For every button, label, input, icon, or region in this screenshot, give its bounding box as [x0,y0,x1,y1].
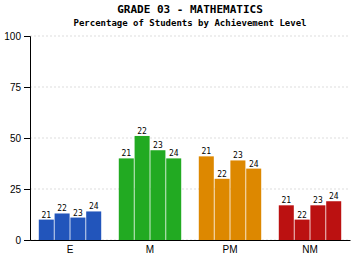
bar-label: 23 [153,141,163,150]
bar [166,158,181,240]
y-tick-mark [24,138,30,139]
x-tick-label: PM [223,244,238,255]
title: GRADE 03 - MATHEMATICS [117,3,263,16]
bar [55,213,70,240]
bar-label: 21 [281,196,291,205]
y-tick-label: 75 [10,82,22,93]
x-tick-label: NM [302,244,318,255]
grid [30,36,350,240]
y-axis: 0 25 50 75 100 [4,31,30,246]
bar-label: 23 [233,151,243,160]
bar-label: 21 [201,147,211,156]
bar-label: 23 [313,196,323,205]
x-tick: PM [223,244,238,255]
bar-label: 22 [297,211,307,220]
x-tick: E [67,244,74,255]
grid-line [30,87,350,88]
x-tick: M [146,244,154,255]
chart-container: GRADE 03 - MATHEMATICS Percentage of Stud… [0,0,360,260]
chart-svg: GRADE 03 - MATHEMATICS Percentage of Stud… [0,0,360,260]
bar-label: 24 [89,202,99,211]
y-tick-mark [24,189,30,190]
bar [135,136,150,240]
subtitle: Percentage of Students by Achievement Le… [74,18,307,28]
bar-labels: 21 21 21 21 22 22 22 22 23 23 23 23 24 24 24 24 [41,127,338,220]
grid-line [30,36,350,37]
bar [215,179,230,240]
y-tick-mark [24,36,30,37]
y-tick-label: 100 [4,31,21,42]
y-tick-label: 50 [10,133,22,144]
y-tick: 100 [4,31,30,42]
bar [246,169,261,240]
bar [230,160,245,240]
bar [279,205,294,240]
bar-label: 22 [137,127,147,136]
bar [150,150,165,240]
y-tick: 25 [10,184,30,195]
bar-label: 24 [169,149,179,158]
x-tick-label: M [146,244,154,255]
y-tick-mark [24,240,30,241]
x-axis-line [31,240,351,241]
bar-label: 22 [57,204,67,213]
y-tick-mark [24,87,30,88]
bar [70,218,85,240]
x-axis: E M PM NM [31,241,351,256]
x-tick-label: E [67,244,74,255]
grid-line [30,138,350,139]
bar [119,158,134,240]
bar [86,211,101,240]
bar [39,220,54,240]
x-tick: NM [302,244,318,255]
y-tick-label: 25 [10,184,22,195]
bar [326,201,341,240]
bar-label: 21 [121,149,131,158]
bars [39,136,341,240]
bar [199,156,214,240]
y-axis-line [24,37,31,241]
y-tick: 50 [10,133,30,144]
grid-line [30,189,350,190]
bar-label: 21 [41,211,51,220]
bar-label: 22 [217,170,227,179]
y-tick: 0 [15,235,30,246]
bar-label: 24 [249,160,259,169]
plot: 21 21 21 21 22 22 22 22 23 23 23 23 24 24 24 24 0 25 50 75 1… [4,31,350,255]
bar-label: 24 [329,192,339,201]
bar-label: 23 [73,209,83,218]
bar [310,205,325,240]
y-tick-label: 0 [15,235,21,246]
bar [295,220,310,240]
y-tick: 75 [10,82,30,93]
